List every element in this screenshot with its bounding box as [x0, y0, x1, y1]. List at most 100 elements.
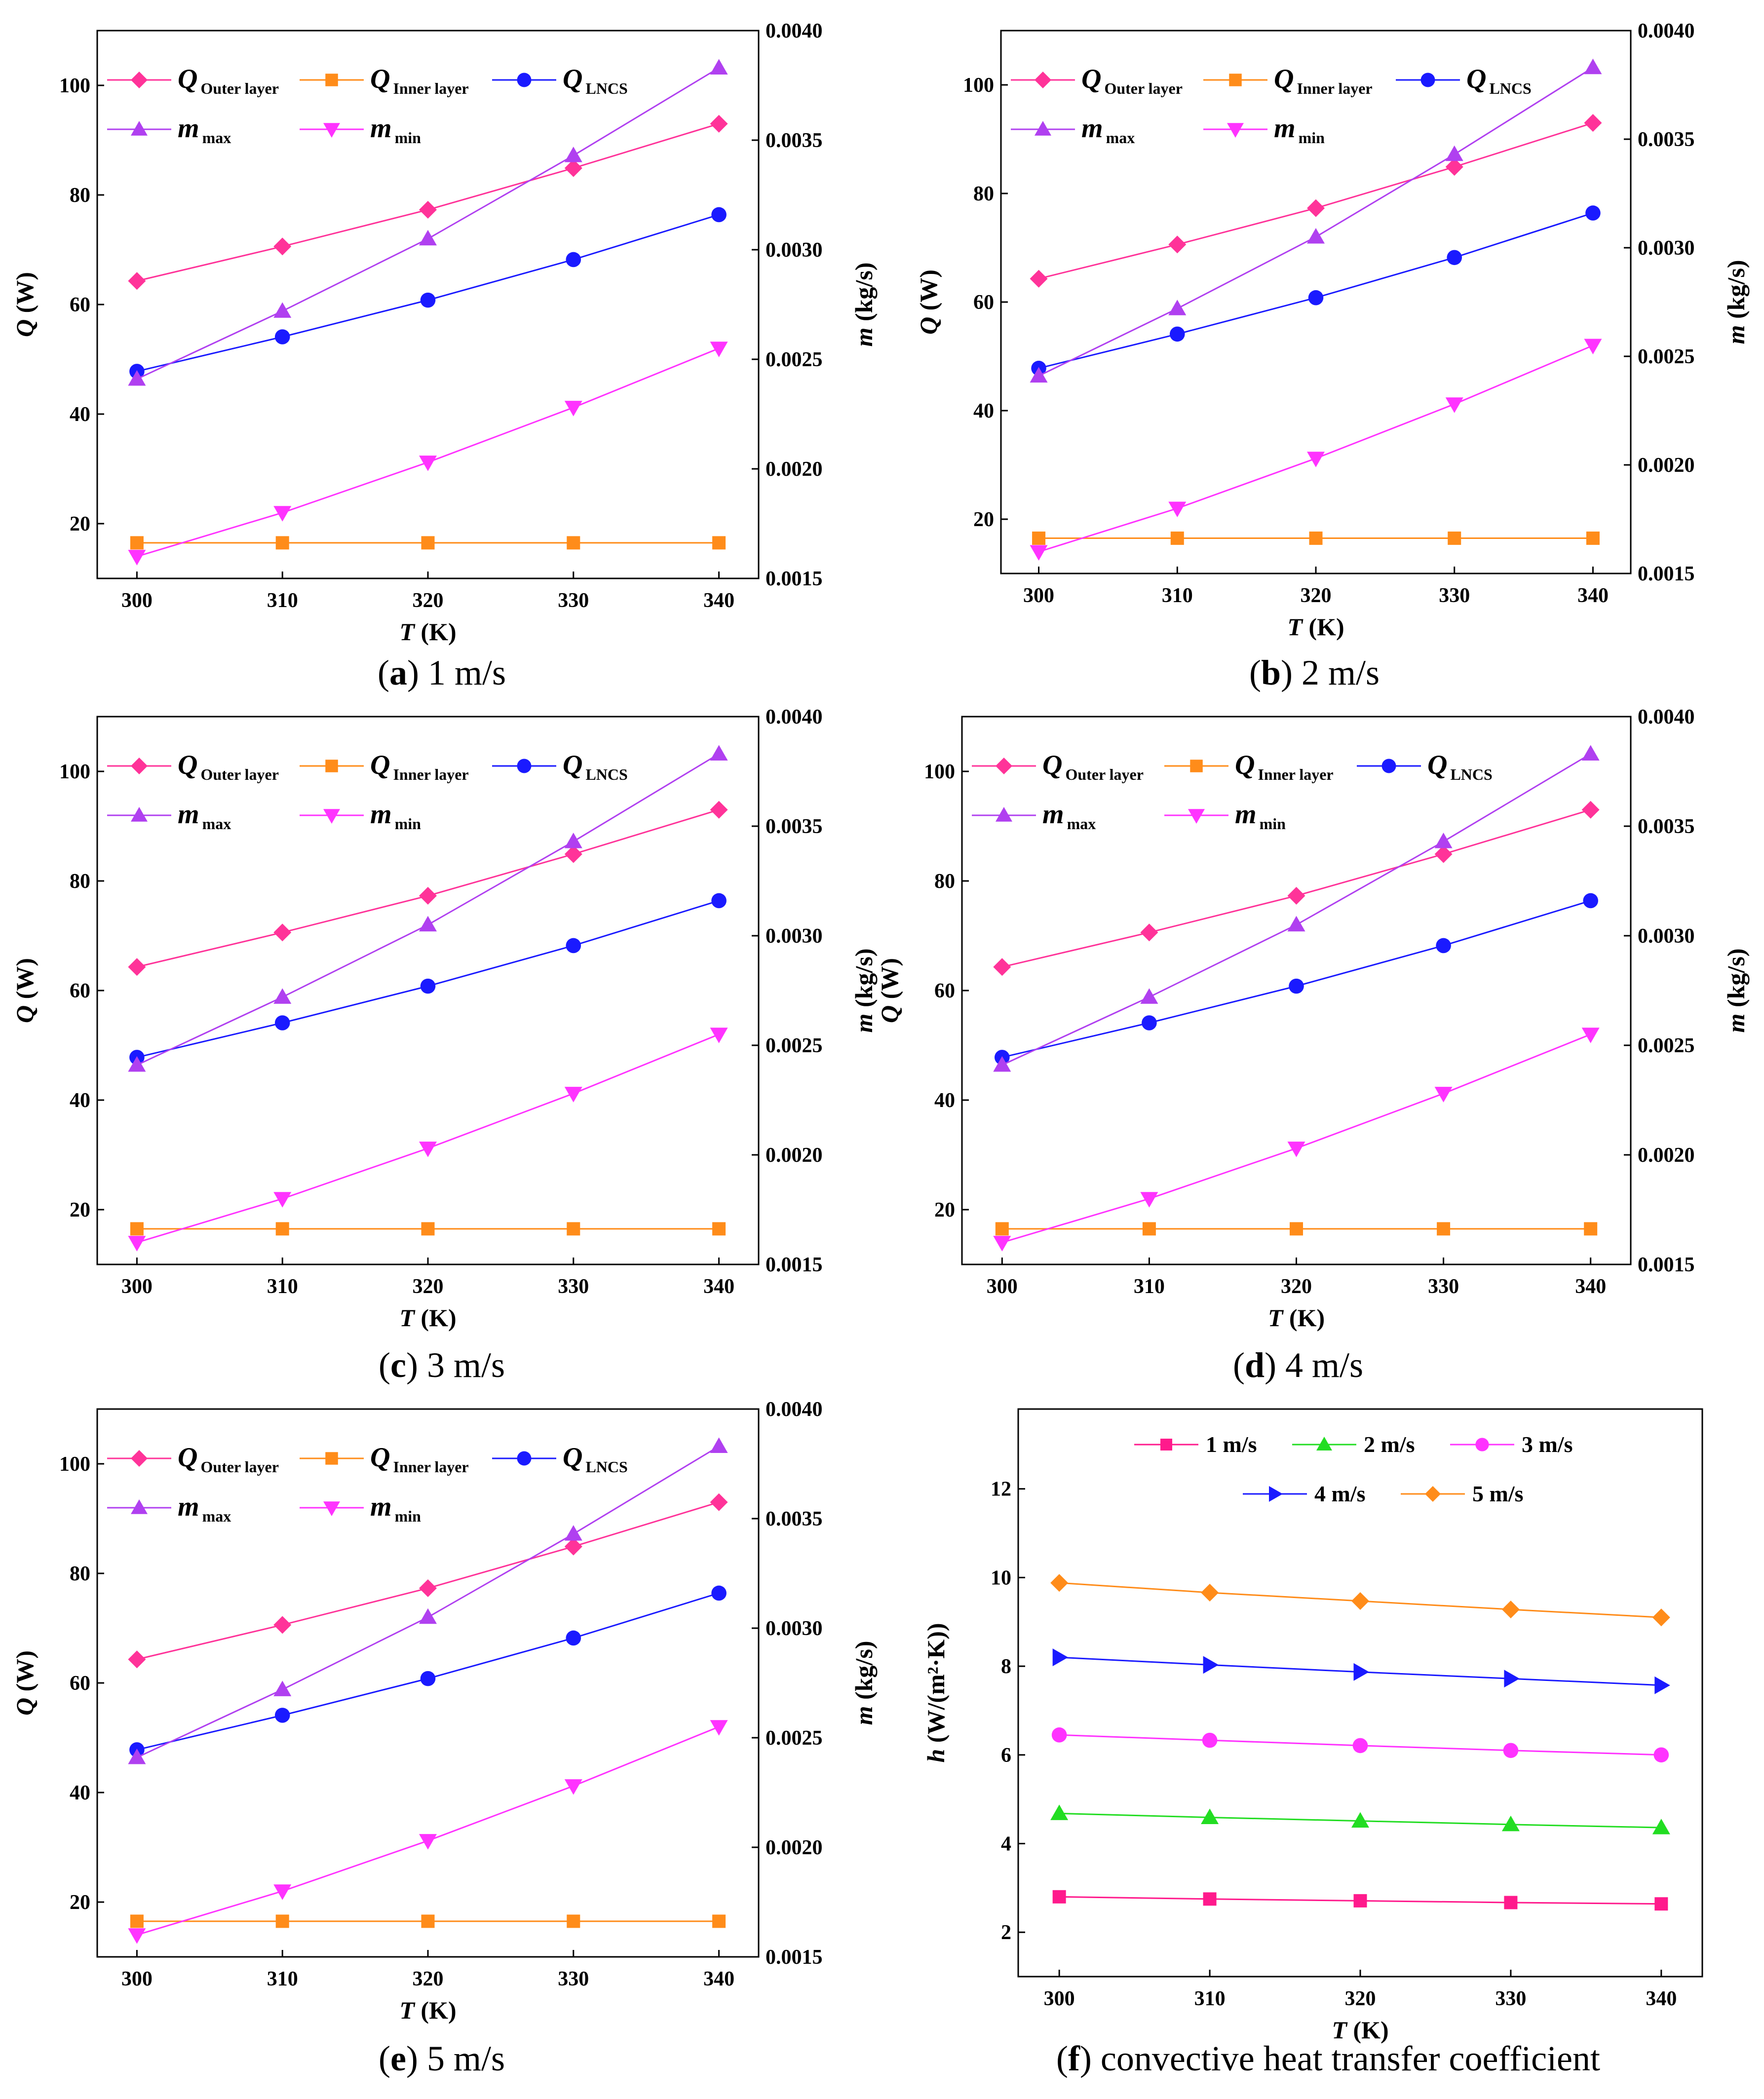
legend-marker: [131, 807, 148, 822]
x-tick-label: 320: [1345, 1987, 1376, 2010]
legend-subscript: Outer layer: [200, 765, 278, 783]
legend-item: Q Outer layer: [972, 750, 1144, 783]
x-tick-label: 300: [1023, 584, 1054, 607]
legend-variable: m: [1042, 799, 1064, 830]
data-point: [1307, 452, 1325, 467]
legend: 1 m/s 2 m/s 3 m/s 4 m/s 5 m/s: [1134, 1432, 1573, 1506]
y-right-tick-label: 0.0035: [766, 1508, 823, 1530]
legend-variable: m: [178, 1491, 199, 1522]
y-right-tick-label: 0.0040: [766, 20, 823, 42]
series-4-m/s: [1052, 1648, 1670, 1694]
caption-a: (a) 1 m/s: [378, 653, 506, 692]
y-left-tick-label: 100: [59, 1453, 90, 1476]
series-inner-layer: [130, 1222, 726, 1236]
legend-variable: m: [1235, 799, 1257, 830]
legend-variable: Q: [563, 1442, 582, 1473]
legend-marker: [1035, 121, 1051, 136]
x-axis-variable: T: [1287, 613, 1304, 641]
legend-marker: [1188, 809, 1205, 824]
data-point: [419, 1608, 437, 1624]
legend-marker: [1227, 123, 1244, 138]
y-left-axis-label: Q (W): [11, 958, 38, 1023]
caption-text: 4 m/s: [1285, 1345, 1363, 1385]
data-point: [273, 923, 292, 942]
x-tick-label: 300: [121, 1275, 153, 1298]
data-point: [419, 200, 437, 219]
legend-item: 1 m/s: [1134, 1432, 1257, 1457]
panel-d: 300 310 320 330 340 20 40 60 80 100 0.0015 0.0020 0.…: [876, 706, 1750, 1332]
data-point: [1307, 228, 1325, 244]
caption-letter: f: [1068, 2039, 1080, 2078]
legend-subscript: min: [395, 1507, 422, 1525]
caption-b: (b) 2 m/s: [1249, 653, 1380, 692]
legend-item: Q Inner layer: [1164, 750, 1334, 783]
y-left-tick-label: 2: [1001, 1921, 1011, 1944]
x-axis-label: T (K): [399, 1304, 456, 1332]
y-left-tick-label: 100: [59, 75, 90, 97]
legend-label: 3 m/s: [1522, 1432, 1573, 1457]
legend-subscript: max: [202, 815, 231, 833]
y-right-tick-label: 0.0025: [766, 1727, 823, 1750]
data-point: [1353, 1894, 1367, 1908]
y-left-tick-label: 80: [973, 183, 994, 205]
y-left-tick-label: 10: [991, 1566, 1011, 1589]
series-2-m/s: [1050, 1804, 1670, 1834]
legend-variable: Q: [178, 750, 197, 780]
y-right-tick-label: 0.0020: [766, 458, 823, 481]
caption-letter: e: [390, 2039, 406, 2078]
legend-label: Q LNCS: [563, 750, 628, 783]
data-point: [1584, 1222, 1598, 1236]
panel-a: 300 310 320 330 340 20 40 60 80 100 0.0015 0.0020 0.…: [11, 20, 878, 646]
caption-text: 5 m/s: [427, 2039, 505, 2078]
legend-subscript: LNCS: [585, 79, 627, 97]
y-right-tick-label: 0.0035: [766, 815, 823, 838]
series-line: [136, 1446, 720, 1758]
data-point: [1289, 978, 1304, 994]
legend-label: m min: [370, 113, 421, 147]
x-tick-label: 330: [558, 589, 589, 612]
y-left-tick-label: 80: [70, 870, 90, 893]
data-point: [995, 1222, 1009, 1236]
y-left-axis-variable: Q: [11, 1698, 38, 1716]
y-left-tick-label: 60: [70, 294, 90, 316]
legend-marker: [517, 1451, 532, 1466]
caption-letter: c: [390, 1345, 406, 1385]
x-tick-label: 300: [1044, 1987, 1075, 2010]
legend-label: m min: [370, 1491, 421, 1525]
series-outer-layer: [1030, 114, 1602, 288]
y-left-tick-label: 100: [59, 761, 90, 783]
data-point: [710, 1720, 728, 1736]
legend-item: Q Inner layer: [300, 750, 469, 783]
y-right-axis-variable: m: [1722, 1014, 1750, 1033]
data-point: [1290, 1222, 1303, 1236]
y-right-axis-unit: (kg/s): [1722, 260, 1750, 325]
y-right-tick-label: 0.0035: [1638, 815, 1695, 838]
data-point: [993, 1236, 1011, 1252]
data-point: [564, 159, 582, 177]
series-line: [136, 753, 720, 1066]
legend-label: m min: [370, 799, 421, 833]
data-point: [274, 1015, 290, 1030]
y-right-tick-label: 0.0025: [1638, 345, 1695, 368]
data-point: [273, 1884, 292, 1900]
y-right-axis-unit: (kg/s): [850, 263, 878, 328]
data-point: [1652, 1608, 1670, 1627]
data-point: [1030, 367, 1048, 383]
legend-item: m max: [1011, 113, 1135, 147]
data-point: [712, 536, 726, 550]
y-right-tick-label: 0.0040: [1638, 20, 1695, 42]
series-min: [128, 1028, 728, 1252]
x-tick-label: 310: [267, 589, 298, 612]
data-point: [130, 1914, 144, 1928]
data-point: [711, 207, 727, 223]
legend-marker: [131, 72, 148, 88]
legend-item: Q LNCS: [492, 750, 628, 783]
data-point: [128, 550, 146, 566]
x-tick-label: 330: [1495, 1987, 1526, 2010]
y-right-tick-label: 0.0040: [766, 706, 823, 728]
data-point: [993, 1056, 1011, 1072]
y-left-tick-label: 40: [70, 1089, 90, 1112]
data-point: [567, 1914, 580, 1928]
data-point: [1501, 1601, 1520, 1619]
legend-variable: Q: [1081, 64, 1101, 94]
